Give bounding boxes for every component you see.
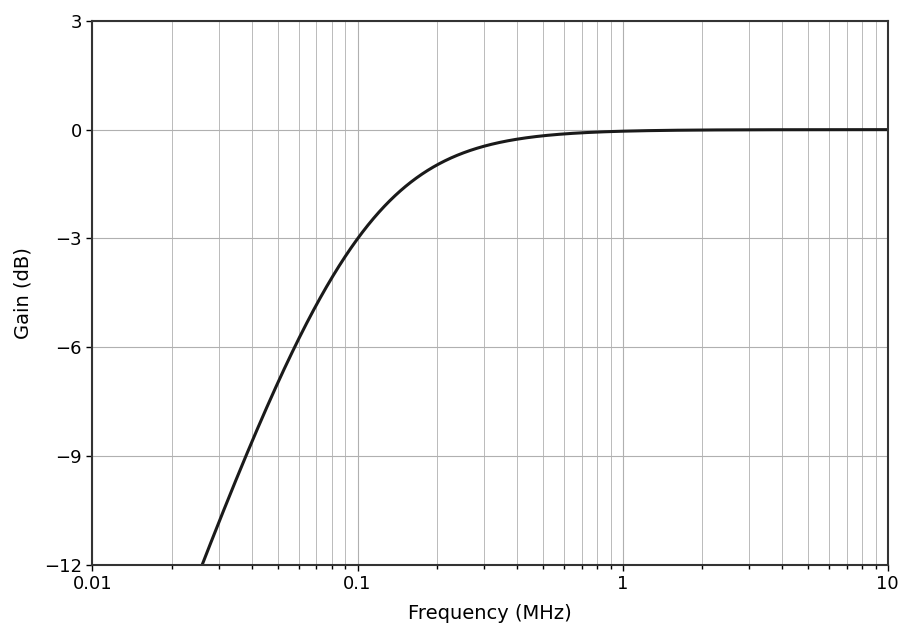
X-axis label: Frequency (MHz): Frequency (MHz) — [408, 604, 572, 623]
Y-axis label: Gain (dB): Gain (dB) — [14, 247, 33, 339]
